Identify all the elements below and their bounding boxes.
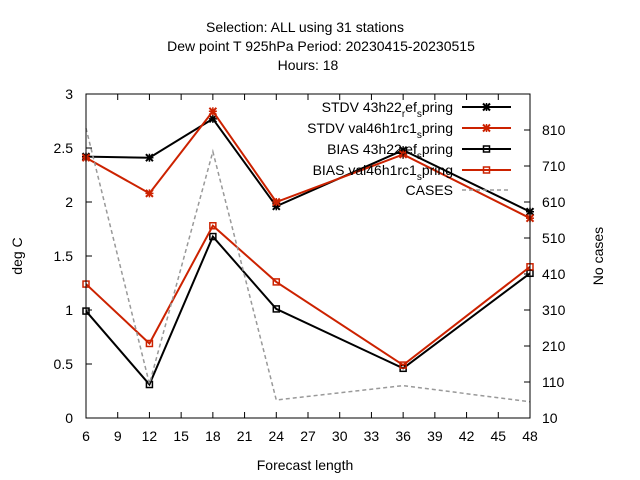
data-point	[145, 153, 154, 162]
series-bias_val	[82, 222, 534, 369]
plot-frame	[85, 93, 531, 419]
x-tick-label: 36	[395, 428, 411, 444]
y-tick-label: 3	[65, 86, 73, 102]
data-point	[482, 102, 491, 112]
series-line	[85, 224, 531, 367]
data-point	[482, 145, 491, 153]
series-line	[85, 109, 531, 220]
x-tick-label: 33	[364, 428, 380, 444]
y2-axis-label: No cases	[590, 227, 606, 285]
data-point	[272, 305, 281, 313]
series-layer	[81, 107, 535, 403]
y-tick-label: 1	[65, 302, 73, 318]
y-tick-label: 1.5	[54, 248, 74, 264]
series-line	[85, 234, 531, 387]
x-axis-label: Forecast length	[257, 457, 354, 473]
y-tick-label: 2.5	[54, 140, 74, 156]
legend-entry: STDV val46h1rc1spring	[307, 120, 511, 141]
x-tick-label: 15	[173, 428, 189, 444]
y2-tick-label: 210	[542, 338, 566, 354]
chart-title-line-1: Selection: ALL using 31 stations	[206, 19, 404, 35]
data-point	[482, 166, 491, 174]
x-tick-label: 24	[268, 428, 284, 444]
legend-entry: STDV 43h22refspring	[322, 99, 511, 120]
x-tick-label: 6	[82, 428, 90, 444]
x-tick-label: 9	[114, 428, 122, 444]
chart-title-line-3: Hours: 18	[278, 57, 339, 73]
y2-tick-label: 710	[542, 158, 566, 174]
y-tick-label: 0.5	[54, 356, 74, 372]
x-tick-label: 30	[332, 428, 348, 444]
y2-tick-label: 410	[542, 266, 566, 282]
data-point	[272, 278, 281, 286]
series-cases	[85, 128, 531, 403]
legend-label: CASES	[406, 182, 453, 198]
data-point	[145, 339, 154, 348]
data-point	[482, 123, 491, 133]
tick-layer: 6 9 12 15 18 21 24 27 30 33 36 39 42 45 48 0 0.5 1 1.5 2 2.5…	[54, 86, 566, 444]
data-point	[208, 107, 218, 116]
y2-tick-label: 110	[542, 374, 565, 390]
y2-tick-label: 310	[542, 302, 566, 318]
data-point	[398, 150, 408, 159]
legend-label: BIAS 43h22refspring	[327, 141, 453, 162]
x-tick-label: 42	[459, 428, 475, 444]
data-point	[272, 197, 281, 207]
legend-label: BIAS val46h1rc1spring	[313, 162, 453, 183]
x-tick-label: 27	[300, 428, 316, 444]
x-tick-label: 39	[427, 428, 443, 444]
series-stdv_val	[81, 107, 535, 223]
x-tick-label: 12	[142, 428, 158, 444]
data-point	[208, 114, 218, 124]
y-tick-label: 0	[65, 410, 73, 426]
data-point	[209, 222, 217, 230]
series-line	[85, 128, 531, 403]
series-line	[85, 117, 531, 213]
y-tick-label: 2	[65, 194, 73, 210]
y2-tick-label: 10	[542, 410, 558, 426]
legend-entry: BIAS 43h22refspring	[327, 141, 511, 162]
series-stdv_ref	[81, 114, 535, 216]
x-tick-label: 48	[522, 428, 538, 444]
x-tick-label: 45	[490, 428, 506, 444]
chart-title-line-2: Dew point T 925hPa Period: 20230415-2023…	[167, 38, 475, 54]
x-tick-label: 18	[205, 428, 221, 444]
legend-entry: BIAS val46h1rc1spring	[313, 162, 511, 183]
legend-label: STDV val46h1rc1spring	[307, 120, 453, 141]
data-point	[145, 189, 154, 198]
y2-tick-label: 510	[542, 230, 566, 246]
legend-label: STDV 43h22refspring	[322, 99, 453, 120]
data-point	[209, 232, 217, 241]
data-point	[399, 361, 407, 369]
legend-entry: CASES	[406, 182, 511, 198]
y-axis-label: deg C	[9, 237, 25, 274]
x-tick-label: 21	[237, 428, 253, 444]
y2-tick-label: 810	[542, 122, 566, 138]
y2-tick-label: 610	[542, 194, 566, 210]
series-bias_ref	[82, 232, 534, 389]
